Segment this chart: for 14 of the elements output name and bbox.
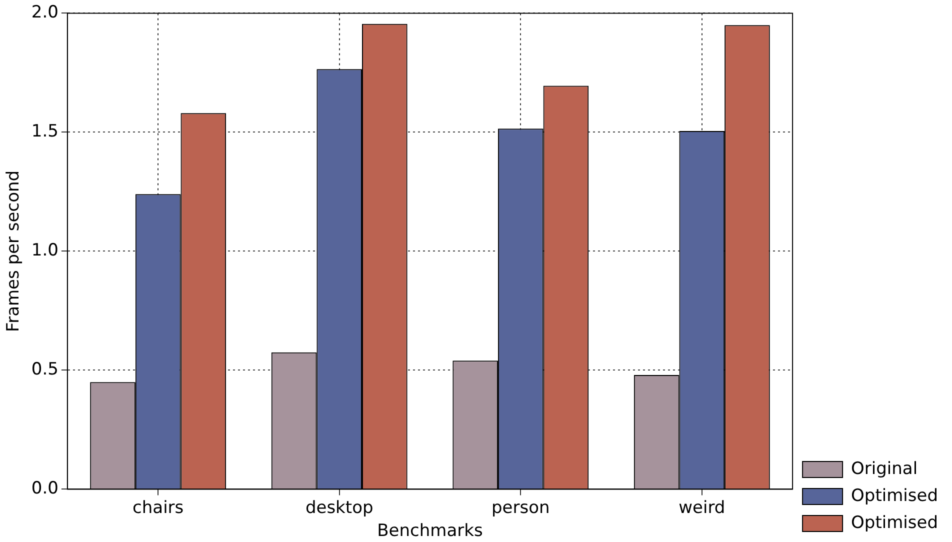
x-tick-label: person: [491, 498, 550, 518]
x-tick-label: weird: [678, 498, 726, 518]
y-tick-label: 0.0: [31, 478, 58, 499]
legend-label: Optimised: [851, 512, 938, 533]
x-tick-label: desktop: [305, 498, 374, 518]
y-tick-label: 1.5: [31, 122, 58, 142]
y-tick-label: 0.5: [31, 360, 58, 380]
x-tick-label: chairs: [132, 498, 184, 518]
y-axis-title: Frames per second: [4, 170, 24, 332]
x-axis-title: Benchmarks: [377, 521, 483, 542]
y-tick-label: 1.0: [31, 240, 58, 261]
legend-label: Original: [851, 458, 918, 479]
legend-label: Optimised: [851, 486, 938, 506]
y-tick-label: 2.0: [31, 2, 58, 23]
